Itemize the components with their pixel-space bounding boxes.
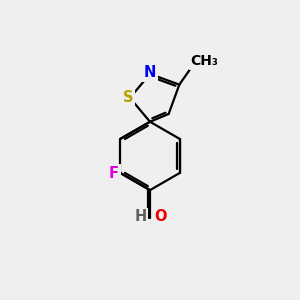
Text: N: N	[144, 65, 156, 80]
Text: F: F	[109, 166, 119, 181]
Text: O: O	[154, 209, 167, 224]
Text: S: S	[123, 90, 134, 105]
Text: CH₃: CH₃	[190, 54, 218, 68]
Text: H: H	[134, 209, 147, 224]
